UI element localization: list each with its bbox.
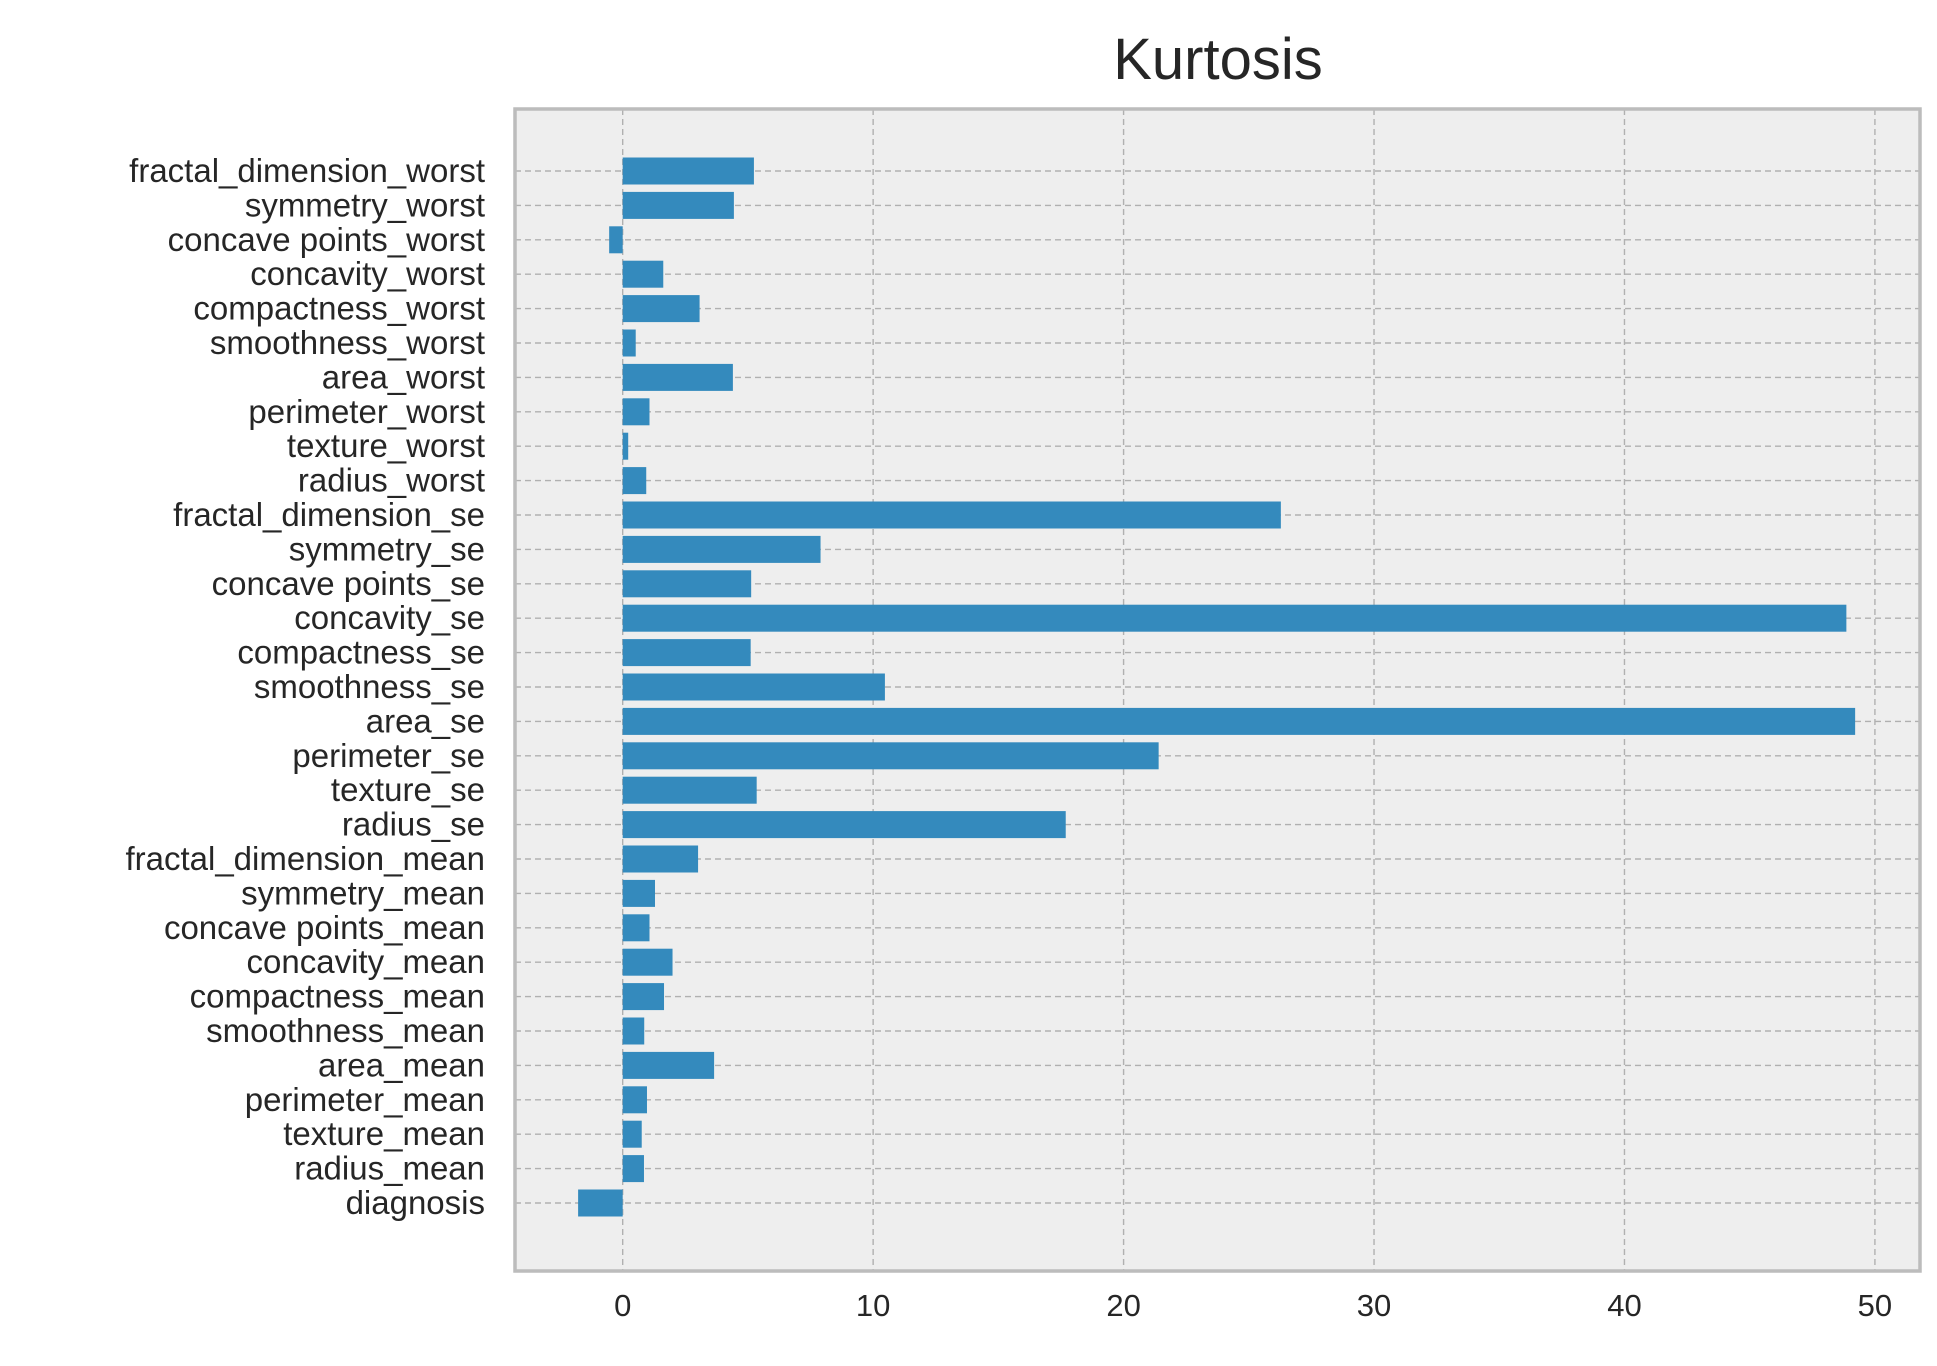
y-tick-label: area_worst	[322, 358, 485, 395]
y-tick-label: smoothness_worst	[210, 324, 485, 361]
bar	[622, 1086, 647, 1114]
bar	[622, 845, 699, 873]
y-tick-label: radius_worst	[298, 462, 485, 499]
y-tick-label: concavity_worst	[250, 255, 485, 292]
bar	[622, 1155, 644, 1183]
bar	[622, 329, 636, 357]
bar	[622, 570, 752, 598]
y-tick-label: concave points_mean	[164, 909, 485, 946]
bar	[622, 673, 885, 701]
bar	[622, 742, 1159, 770]
bar	[622, 707, 1856, 735]
bar	[622, 1051, 715, 1079]
y-tick-label: fractal_dimension_worst	[129, 152, 485, 189]
y-tick-label: fractal_dimension_mean	[125, 840, 485, 877]
bar	[622, 604, 1847, 632]
bar	[622, 776, 757, 804]
bar	[622, 1120, 642, 1148]
bar-layer	[578, 157, 1856, 1217]
y-tick-label: perimeter_se	[292, 737, 485, 774]
bar	[622, 260, 664, 288]
bar	[622, 639, 751, 667]
y-axis-tick-labels: diagnosisradius_meantexture_meanperimete…	[125, 152, 485, 1221]
bar	[622, 501, 1281, 529]
x-axis-tick-labels: 0 10 20 30 40 50	[614, 1288, 1892, 1323]
y-tick-label: area_se	[366, 702, 485, 739]
y-tick-label: area_mean	[318, 1046, 485, 1083]
bar	[622, 914, 650, 942]
plot-frame	[513, 107, 1922, 1273]
y-tick-label: compactness_se	[237, 634, 485, 671]
y-tick-label: concavity_mean	[247, 943, 485, 980]
bar	[622, 467, 647, 495]
bar	[622, 157, 754, 185]
bar	[622, 398, 650, 426]
bar	[622, 191, 734, 219]
y-tick-label: compactness_mean	[190, 978, 485, 1015]
x-tick-label: 0	[614, 1288, 631, 1323]
y-tick-label: texture_worst	[287, 427, 485, 464]
y-tick-label: compactness_worst	[193, 290, 485, 327]
bar	[622, 811, 1066, 839]
bar	[622, 983, 665, 1011]
y-tick-label: smoothness_mean	[206, 1012, 485, 1049]
bar	[609, 226, 623, 254]
y-tick-label: symmetry_se	[289, 530, 485, 567]
chart-title: Kurtosis	[1113, 27, 1323, 92]
x-tick-label: 10	[856, 1288, 890, 1323]
y-tick-label: concave points_se	[212, 565, 485, 602]
y-tick-label: diagnosis	[346, 1184, 485, 1221]
y-tick-label: concavity_se	[294, 599, 485, 636]
y-tick-label: texture_mean	[283, 1115, 485, 1152]
bar	[622, 879, 655, 907]
bar	[578, 1189, 623, 1217]
x-tick-label: 20	[1106, 1288, 1140, 1323]
bar	[622, 948, 673, 976]
y-tick-label: fractal_dimension_se	[173, 496, 485, 533]
bar	[622, 363, 733, 391]
y-tick-label: symmetry_worst	[245, 186, 485, 223]
y-tick-label: perimeter_mean	[245, 1081, 485, 1118]
y-tick-label: concave points_worst	[168, 221, 485, 258]
y-tick-label: symmetry_mean	[241, 874, 485, 911]
bar	[622, 1017, 645, 1045]
x-tick-label: 50	[1858, 1288, 1892, 1323]
y-tick-label: smoothness_se	[254, 668, 485, 705]
bar	[622, 432, 629, 460]
x-tick-label: 40	[1607, 1288, 1641, 1323]
bar	[622, 295, 700, 323]
y-tick-label: perimeter_worst	[248, 393, 485, 430]
y-tick-label: radius_mean	[294, 1150, 485, 1187]
x-tick-label: 30	[1357, 1288, 1391, 1323]
bar	[622, 535, 821, 563]
y-tick-label: radius_se	[342, 806, 485, 843]
y-tick-label: texture_se	[331, 771, 485, 808]
